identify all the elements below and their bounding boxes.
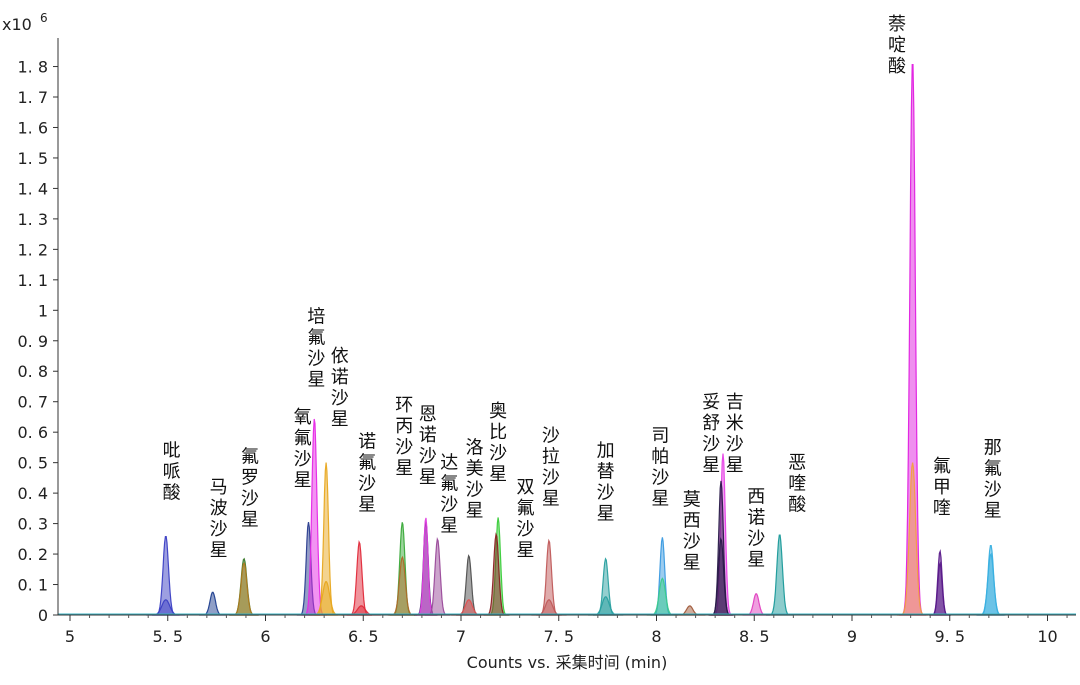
peak-label: 马波沙星 [210, 477, 228, 561]
peak-20-0 [646, 577, 678, 616]
peak-label: 莫西沙星 [683, 489, 701, 573]
peak-16-0 [483, 532, 509, 616]
y-tick-label: 0 [38, 606, 48, 625]
peak-label: 加替沙星 [597, 441, 615, 525]
x-tick-label: 7. 5 [543, 627, 574, 646]
peak-18-1 [588, 596, 624, 616]
peak-label: 恩诺沙星 [419, 404, 437, 488]
x-tick-label: 10 [1037, 627, 1057, 646]
peak-label: 氟甲喹 [933, 456, 951, 519]
peak-label: 沙拉沙星 [542, 425, 560, 509]
y-tick-label: 0. 5 [17, 454, 48, 473]
y-tick-label: 1. 3 [17, 210, 48, 229]
y-tick-label: 1. 5 [17, 149, 48, 168]
x-tick-label: 6. 5 [348, 627, 379, 646]
x-tick-label: 7 [456, 627, 466, 646]
peak-17-1 [531, 599, 567, 616]
peak-label: 那氟沙星 [984, 438, 1002, 522]
peak-28-1 [929, 561, 951, 616]
y-multiplier-label: x10 [2, 15, 32, 34]
labels-layer: 吡哌酸马波沙星氟罗沙星 氧氟沙星 培氟沙星依诺沙星诺氟沙星 环丙沙星恩诺沙星达氟沙星洛… [163, 14, 1002, 573]
x-tick-label: 8 [651, 627, 661, 646]
x-tick-label: 5 [65, 627, 75, 646]
peak-23-1 [708, 537, 734, 616]
y-tick-label: 1. 2 [17, 240, 48, 259]
y-tick-label: 0. 3 [17, 515, 48, 534]
x-tick-label: 5. 5 [152, 627, 183, 646]
y-tick-label: 1. 6 [17, 118, 48, 137]
peak-7-0 [346, 540, 372, 616]
peak-label: 培氟沙星 [307, 306, 325, 390]
y-tick-label: 0. 9 [17, 332, 48, 351]
x-tick-label: 6 [260, 627, 270, 646]
peak-9-0 [387, 555, 417, 616]
peak-label: 双氟沙星 [517, 477, 535, 561]
y-tick-label: 0. 7 [17, 393, 48, 412]
peak-25-0 [766, 534, 794, 616]
y-tick-label: 1. 1 [17, 271, 48, 290]
peak-label: 奥比沙星 [489, 401, 507, 485]
peak-label: 诺氟沙星 [358, 431, 376, 515]
peak-label: 依诺沙星 [331, 346, 349, 430]
peak-1-0 [199, 591, 227, 616]
y-tick-label: 0. 4 [17, 484, 48, 503]
peak-27-0 [897, 462, 929, 616]
y-tick-label: 0. 2 [17, 545, 48, 564]
peak-label: 环丙沙星 [395, 395, 413, 479]
y-tick-label: 0. 1 [17, 576, 48, 595]
peak-3-0 [229, 562, 259, 616]
x-axis-title: Counts vs. 采集时间 (min) [467, 653, 668, 672]
x-tick-label: 9. 5 [934, 627, 965, 646]
y-tick-label: 1. 8 [17, 58, 48, 77]
y-tick-label: 1 [38, 301, 48, 320]
y-multiplier-exponent: 6 [40, 11, 48, 25]
peak-24-0 [742, 593, 770, 616]
y-tick-label: 0. 6 [17, 423, 48, 442]
peak-label: 氧氟沙星 [294, 407, 312, 491]
peak-label: 吡哌酸 [163, 441, 181, 504]
peak-label: 妥舒沙星 [702, 392, 720, 476]
peak-label: 萘啶酸 [888, 14, 906, 77]
peak-label: 西诺沙星 [747, 486, 765, 570]
y-tick-label: 1. 7 [17, 88, 48, 107]
peak-label: 司帕沙星 [651, 425, 669, 509]
peak-29-1 [976, 552, 1006, 616]
peak-label: 达氟沙星 [440, 453, 458, 537]
y-tick-label: 1. 4 [17, 179, 48, 198]
peak-label: 吉米沙星 [726, 392, 744, 476]
peak-label: 恶喹酸 [788, 453, 806, 516]
peak-label: 氟罗沙星 [241, 447, 259, 531]
peak-label: 洛美沙星 [466, 438, 484, 522]
axes-layer: x10 6 Counts vs. 采集时间 (min) [2, 11, 1076, 672]
y-tick-label: 0. 8 [17, 362, 48, 381]
peak-14-0 [451, 599, 487, 616]
peak-0-1 [146, 599, 186, 616]
x-tick-label: 9 [847, 627, 857, 646]
ticks-layer: 5 5. 5 6 6. 5 7 7. 5 8 8. 5 9 9. 5 10 0 0. 1 0. 2 0. 3… [17, 58, 1068, 646]
x-tick-label: 8. 5 [739, 627, 770, 646]
